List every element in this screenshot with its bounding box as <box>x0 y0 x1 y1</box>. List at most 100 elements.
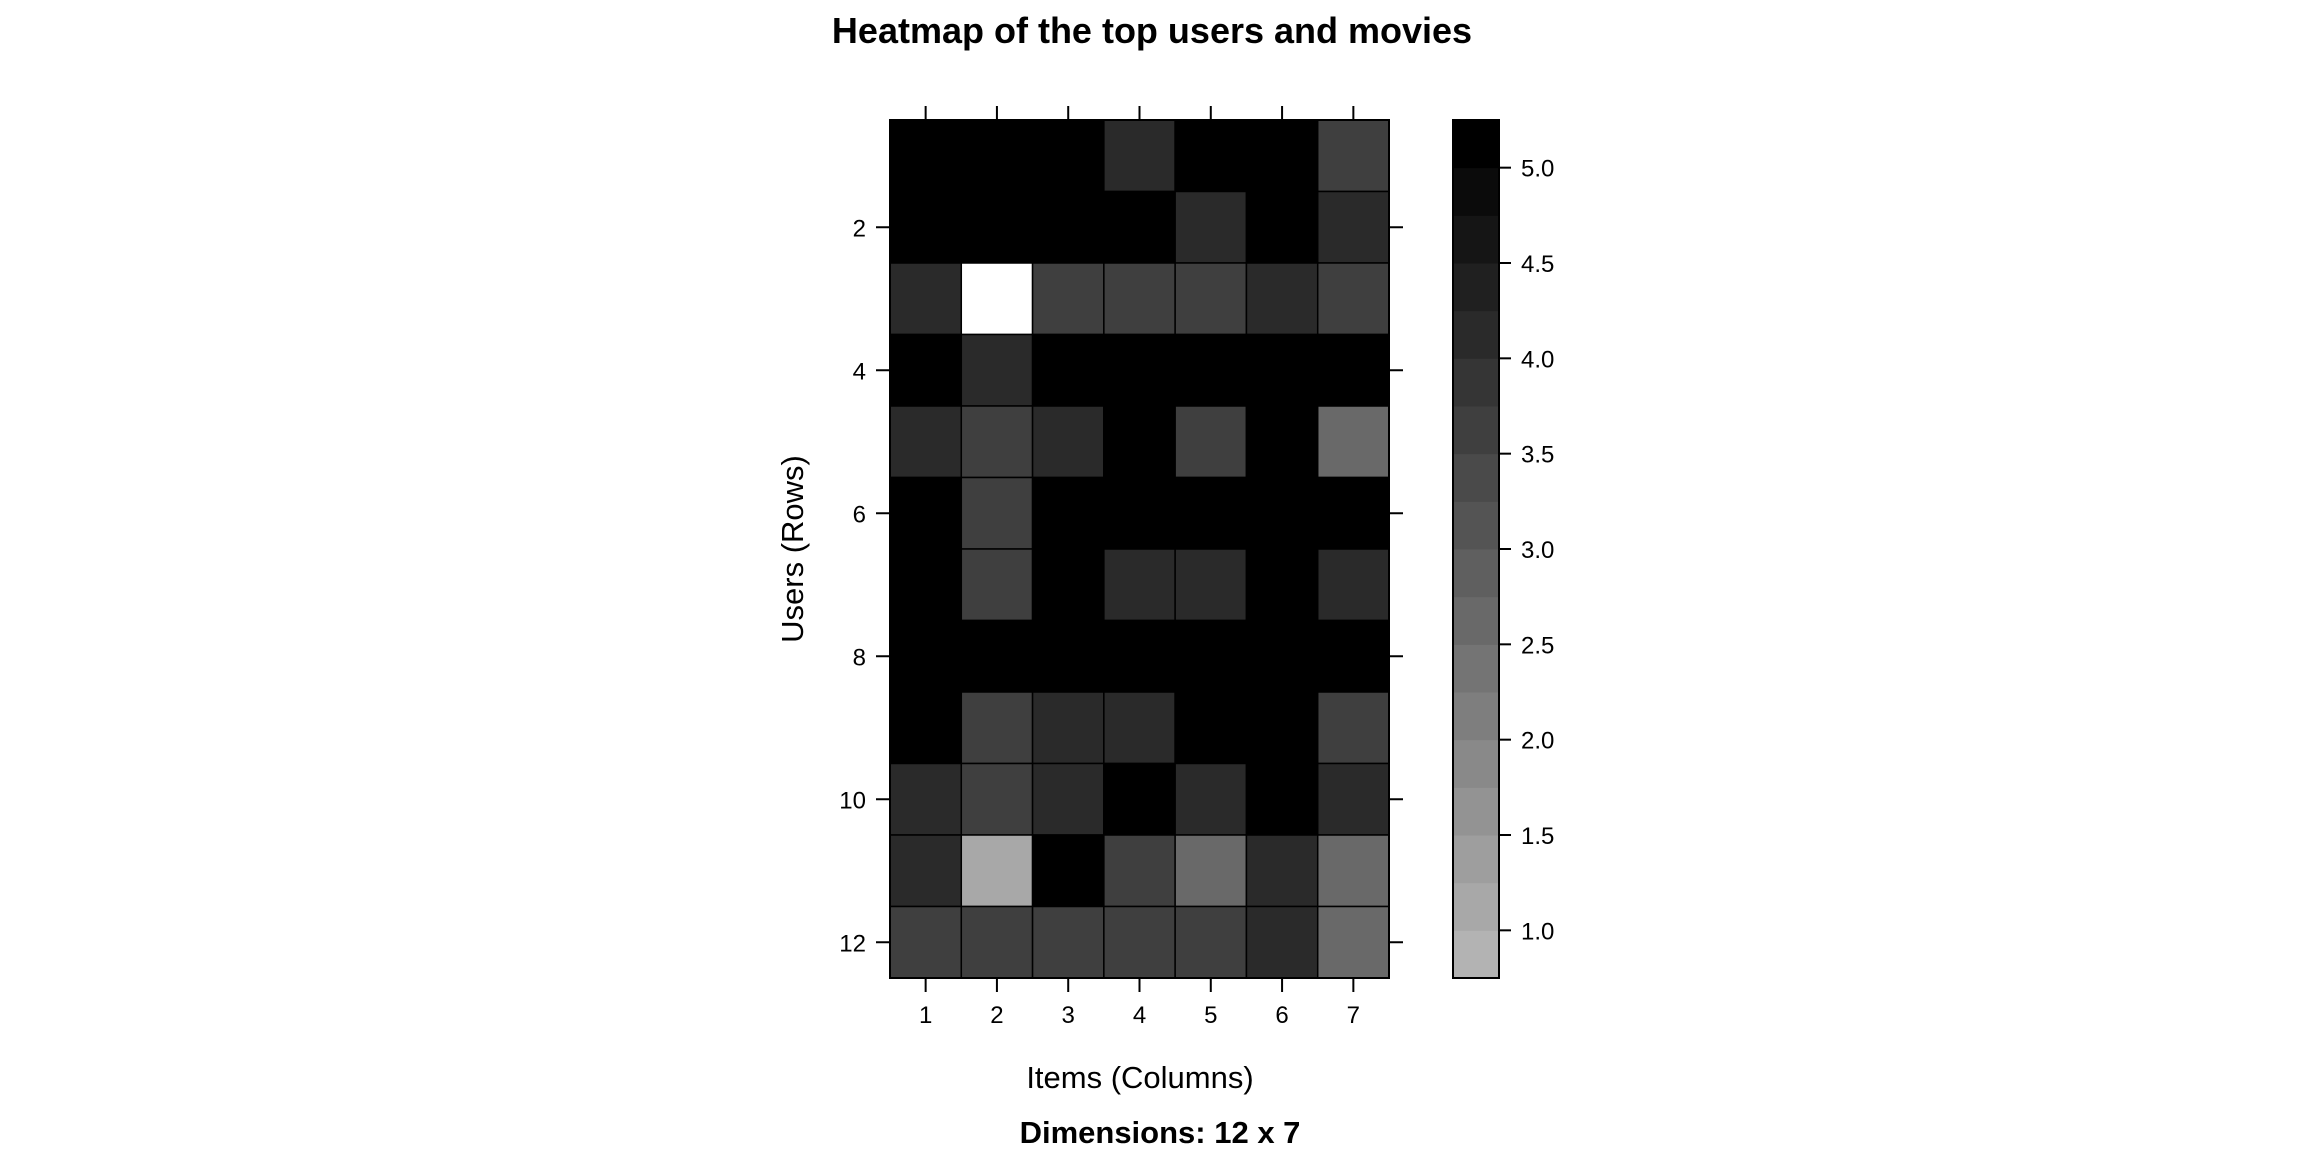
heatmap-cell <box>1174 333 1248 407</box>
heatmap-cell <box>1245 119 1319 193</box>
x-axis-label: Items (Columns) <box>1026 1060 1253 1095</box>
heatmap-cell <box>1103 834 1176 908</box>
heatmap-cell <box>1316 119 1390 193</box>
heatmap-cell <box>1316 405 1390 479</box>
x-tick-label: 2 <box>990 1002 1003 1029</box>
heatmap-cell <box>889 834 963 908</box>
x-tick-label: 5 <box>1204 1002 1217 1029</box>
heatmap-cell <box>889 119 963 193</box>
heatmap-cell <box>889 762 963 836</box>
heatmap-cell <box>1103 905 1176 979</box>
heatmap-cell <box>1245 405 1319 479</box>
heatmap-cell <box>1245 619 1319 693</box>
heatmap-cell <box>1103 691 1176 765</box>
y-tick-label: 6 <box>853 501 866 528</box>
heatmap-cell <box>1031 333 1105 407</box>
colorbar-tick-label: 5.0 <box>1521 156 1554 183</box>
heatmap-cell <box>1174 476 1248 550</box>
heatmap-cell <box>960 476 1034 550</box>
colorbar-tick-label: 2.0 <box>1521 728 1554 755</box>
colorbar-segment <box>1453 310 1499 359</box>
colorbar-segment <box>1453 501 1499 550</box>
heatmap-cell <box>1103 119 1176 193</box>
heatmap-cell <box>889 190 963 264</box>
colorbar-segment <box>1453 453 1499 502</box>
colorbar-segment <box>1453 692 1499 741</box>
heatmap-cell <box>1245 190 1319 264</box>
y-axis-label: Users (Rows) <box>775 455 810 643</box>
heatmap-cell <box>960 333 1034 407</box>
colorbar-segment <box>1453 358 1499 407</box>
colorbar-segment <box>1453 787 1499 836</box>
heatmap-cell <box>1316 262 1390 336</box>
colorbar-segment <box>1453 835 1499 884</box>
y-tick-label: 10 <box>839 787 866 814</box>
heatmap-cell <box>1031 691 1105 765</box>
heatmap-cell <box>960 119 1034 193</box>
heatmap-cell <box>1245 834 1319 908</box>
colorbar-tick-label: 1.5 <box>1521 823 1554 850</box>
heatmap-cell <box>1031 834 1105 908</box>
heatmap-cell <box>889 905 963 979</box>
heatmap-cell <box>1316 762 1390 836</box>
heatmap-cell <box>1174 834 1248 908</box>
colorbar-segment <box>1453 406 1499 455</box>
heatmap-cell <box>1103 548 1176 622</box>
heatmap-cell <box>1245 476 1319 550</box>
heatmap-cell <box>889 476 963 550</box>
colorbar-tick-label: 3.5 <box>1521 442 1554 469</box>
heatmap-cell <box>960 619 1034 693</box>
heatmap-cell <box>1316 190 1390 264</box>
colorbar-segment <box>1453 549 1499 598</box>
colorbar-tick-label: 4.5 <box>1521 251 1554 278</box>
chart-title: Heatmap of the top users and movies <box>832 10 1472 51</box>
heatmap-cell <box>1103 762 1176 836</box>
colorbar-segment <box>1453 215 1499 264</box>
heatmap-cell <box>1245 548 1319 622</box>
heatmap-cell <box>960 834 1034 908</box>
colorbar <box>1453 120 1499 979</box>
heatmap-cell <box>960 691 1034 765</box>
x-tick-label: 7 <box>1347 1002 1360 1029</box>
x-tick-label: 4 <box>1133 1002 1146 1029</box>
chart-subtitle: Dimensions: 12 x 7 <box>1020 1115 1301 1150</box>
heatmap-cell <box>889 262 963 336</box>
heatmap-cell <box>1031 619 1105 693</box>
x-tick-label: 1 <box>919 1002 932 1029</box>
heatmap-cell <box>1174 190 1248 264</box>
heatmap-cell <box>1031 548 1105 622</box>
heatmap-cell <box>1103 476 1176 550</box>
x-tick-labels: 1 2 3 4 5 6 7 <box>919 1002 1360 1029</box>
heatmap-cell <box>1031 262 1105 336</box>
heatmap-cell <box>1245 262 1319 336</box>
x-tick-label: 3 <box>1062 1002 1075 1029</box>
colorbar-segment <box>1453 263 1499 312</box>
colorbar-ticks: 1.0 1.5 2.0 2.5 3.0 3.5 4.0 4.5 5.0 <box>1499 156 1554 945</box>
heatmap-cell <box>1174 905 1248 979</box>
heatmap-cell <box>960 405 1034 479</box>
heatmap-cell <box>889 548 963 622</box>
y-tick-label: 2 <box>853 215 866 242</box>
heatmap-cell <box>1316 548 1390 622</box>
colorbar-tick-label: 1.0 <box>1521 918 1554 945</box>
x-tick-label: 6 <box>1275 1002 1288 1029</box>
heatmap-cell <box>1031 190 1105 264</box>
colorbar-tick-label: 3.0 <box>1521 537 1554 564</box>
heatmap-cell <box>1031 905 1105 979</box>
heatmap-cell <box>1103 190 1176 264</box>
heatmap-cell <box>1103 262 1176 336</box>
heatmap-cell <box>889 405 963 479</box>
heatmap-cell <box>1174 762 1248 836</box>
colorbar-segment <box>1453 120 1499 169</box>
heatmap-cell <box>1174 691 1248 765</box>
heatmap-cell <box>1316 619 1390 693</box>
heatmap-cell <box>1245 333 1319 407</box>
y-tick-label: 4 <box>853 358 866 385</box>
heatmap-cell <box>1174 548 1248 622</box>
heatmap-cell <box>960 190 1034 264</box>
axis-ticks <box>876 106 1403 992</box>
heatmap-cell <box>1245 691 1319 765</box>
colorbar-segment <box>1453 644 1499 693</box>
heatmap-cell <box>1245 905 1319 979</box>
heatmap-cell <box>1316 476 1390 550</box>
